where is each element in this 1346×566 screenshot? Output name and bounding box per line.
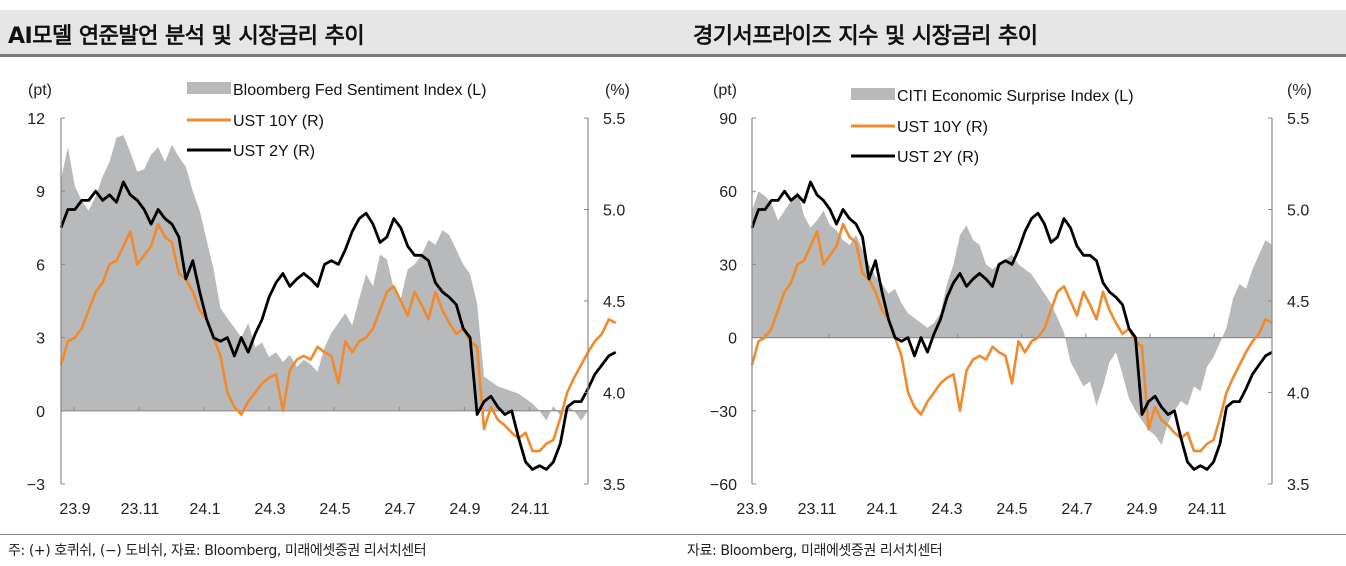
left-tick-label: 0 [728,331,737,348]
x-tick-label: 24.5 [319,501,350,518]
footer-divider [673,534,1346,535]
left-tick-label: 6 [36,257,45,274]
legend-swatch-area [851,88,895,100]
chart-source-note: 자료: Bloomberg, 미래에셋증권 리서치센터 [687,543,943,559]
left-tick-label: −30 [710,404,737,421]
x-tick-label: 24.11 [511,501,550,518]
left-tick-label: 30 [719,257,737,274]
chart-economic-surprise: 90 60 30 0 −30 −60 5.5 5.0 4.5 4.0 3.5 (pt) (%) 23.9 2… [710,82,1312,518]
x-tick-label: 24.1 [866,501,897,518]
x-tick-label: 23.11 [798,501,837,518]
left-tick-label: 9 [36,184,45,201]
right-tick-label: 3.5 [1287,477,1309,494]
left-tick-label: 0 [36,404,45,421]
left-axis-unit: (pt) [713,82,737,99]
title-bar: 경기서프라이즈 지수 및 시장금리 추이 [673,10,1346,57]
x-tick-label: 23.9 [736,501,767,518]
left-tick-label: 60 [719,184,737,201]
x-tick-label: 23.9 [59,501,90,518]
right-tick-label: 4.5 [1287,294,1309,311]
x-tick-label: 24.9 [449,501,480,518]
footer-divider [0,534,673,535]
x-tick-label: 24.9 [1126,501,1157,518]
x-tick-label: 24.3 [254,501,285,518]
area-series-0 [61,135,588,421]
left-tick-label: −3 [27,477,45,494]
x-tick-label: 23.11 [121,501,160,518]
right-tick-label: 5.0 [1287,203,1309,220]
left-tick-label: 90 [719,111,737,128]
right-tick-label: 5.5 [603,111,625,128]
x-tick-label: 24.5 [996,501,1027,518]
x-tick-label: 24.3 [931,501,962,518]
left-tick-label: 3 [36,331,45,348]
left-tick-label: −60 [710,477,737,494]
ust10y-line [59,222,617,453]
area-series-1 [752,191,1272,445]
chart-title: 경기서프라이즈 지수 및 시장금리 추이 [693,24,1038,49]
panel-economic-surprise: 경기서프라이즈 지수 및 시장금리 추이 90 60 30 0 −30 −60 5.5 5.0… [673,0,1346,566]
legend-label: UST 10Y (R) [233,113,324,130]
legend-label: Bloomberg Fed Sentiment Index (L) [233,82,486,99]
chart-source-note: 주: (+) 호퀴쉬, (−) 도비쉬, 자료: Bloomberg, 미래에셋… [8,543,427,559]
x-tick-label: 24.7 [1061,501,1092,518]
panel-fed-sentiment: AI모델 연준발언 분석 및 시장금리 추이 12 9 6 3 0 −3 5.5 5.0 4.5… [0,10,673,559]
right-tick-label: 4.5 [603,294,625,311]
title-bar: AI모델 연준발언 분석 및 시장금리 추이 [0,10,673,57]
right-tick-label: 5.5 [1287,111,1309,128]
legend-label: UST 2Y (R) [897,149,979,166]
right-tick-label: 5.0 [603,203,625,220]
legend-label: UST 10Y (R) [897,119,988,136]
legend-swatch-area [187,82,231,94]
legend-label: CITI Economic Surprise Index (L) [897,88,1134,105]
right-tick-label: 4.0 [603,386,625,403]
right-tick-label: 4.0 [1287,386,1309,403]
chart-title: AI모델 연준발언 분석 및 시장금리 추이 [8,24,365,49]
left-tick-label: 12 [27,111,45,128]
ust2y-line [750,180,1273,471]
ust10y-line [750,222,1273,453]
right-axis-unit: (%) [605,82,630,99]
x-tick-label: 24.11 [1188,501,1227,518]
right-axis-unit: (%) [1287,82,1312,99]
legend-label: UST 2Y (R) [233,143,315,160]
right-tick-label: 3.5 [603,477,625,494]
chart-fed-sentiment: 12 9 6 3 0 −3 5.5 5.0 4.5 4.0 3.5 (pt) (%) 23.9 23.11 2… [27,82,630,518]
left-axis-unit: (pt) [28,82,52,99]
ust2y-line [59,180,617,471]
x-tick-label: 24.7 [384,501,415,518]
x-tick-label: 24.1 [189,501,220,518]
